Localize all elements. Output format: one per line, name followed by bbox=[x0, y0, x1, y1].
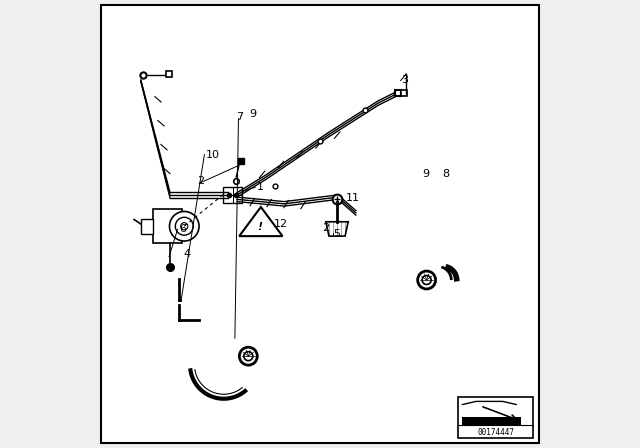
Bar bbox=[458, 397, 533, 438]
Text: 9: 9 bbox=[249, 109, 257, 119]
Text: 10: 10 bbox=[206, 150, 220, 159]
Text: 9: 9 bbox=[422, 169, 429, 179]
Text: 4: 4 bbox=[184, 250, 191, 259]
Text: 8: 8 bbox=[442, 169, 449, 179]
Text: 11: 11 bbox=[346, 193, 360, 203]
Text: 1: 1 bbox=[257, 182, 264, 192]
Text: 2: 2 bbox=[197, 177, 204, 186]
Circle shape bbox=[175, 217, 193, 235]
Text: 5: 5 bbox=[333, 229, 340, 239]
Circle shape bbox=[180, 223, 188, 230]
Polygon shape bbox=[239, 207, 282, 236]
Bar bbox=[223, 187, 243, 203]
Text: 3: 3 bbox=[401, 75, 408, 85]
Text: 00174447: 00174447 bbox=[477, 428, 514, 437]
Circle shape bbox=[422, 276, 431, 284]
Polygon shape bbox=[326, 222, 348, 236]
Bar bbox=[463, 417, 521, 425]
Bar bbox=[153, 209, 182, 243]
Circle shape bbox=[239, 347, 257, 365]
Text: 2: 2 bbox=[322, 223, 329, 233]
Circle shape bbox=[170, 211, 199, 241]
Text: !: ! bbox=[257, 222, 262, 232]
Text: 6: 6 bbox=[179, 224, 186, 234]
Text: 7: 7 bbox=[236, 112, 243, 122]
Circle shape bbox=[244, 352, 253, 361]
Bar bbox=[141, 219, 153, 234]
Text: 12: 12 bbox=[275, 219, 289, 229]
Circle shape bbox=[418, 271, 436, 289]
